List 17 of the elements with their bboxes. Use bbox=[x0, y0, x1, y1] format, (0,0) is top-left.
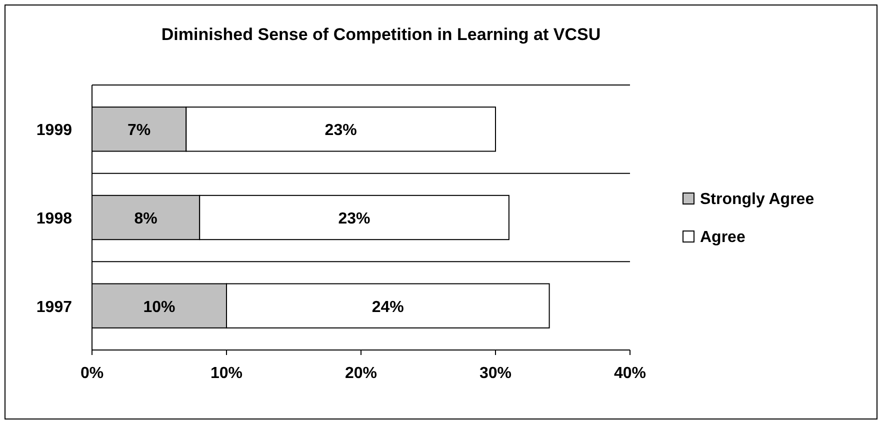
chart-title: Diminished Sense of Competition in Learning at VCSU bbox=[161, 25, 601, 44]
y-tick-label: 1999 bbox=[36, 122, 72, 140]
text: 23% bbox=[324, 122, 357, 140]
x-tick-label: 40% bbox=[614, 365, 646, 382]
text: 24% bbox=[372, 298, 404, 316]
x-tick-label: 10% bbox=[210, 365, 243, 382]
y-tick-label: 1997 bbox=[36, 298, 72, 316]
x-tick-label: 0% bbox=[80, 365, 104, 382]
y-tick-label: 1998 bbox=[36, 210, 72, 228]
x-tick-label: 30% bbox=[479, 365, 512, 382]
text: 8% bbox=[134, 210, 158, 228]
x-tick-label: 20% bbox=[344, 365, 378, 382]
legend-label: Strongly Agree bbox=[700, 191, 814, 208]
legend-label: Agree bbox=[700, 229, 746, 246]
text: 10% bbox=[143, 298, 176, 316]
text: 23% bbox=[338, 210, 370, 228]
text: 7% bbox=[128, 122, 151, 140]
